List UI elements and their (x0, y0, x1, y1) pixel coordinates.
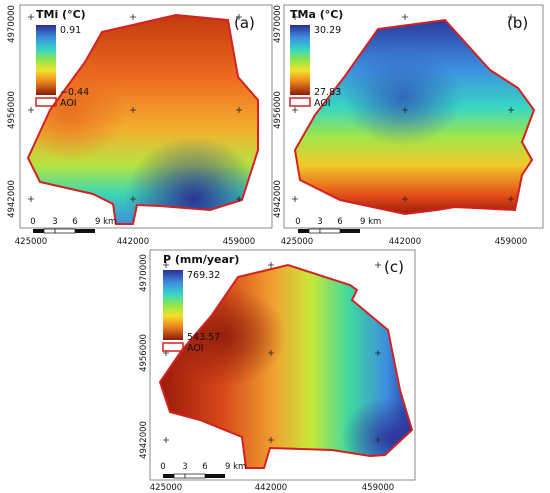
aoi-outline-b (293, 18, 536, 216)
scale-bar-a: 0 3 6 9 km (30, 217, 116, 234)
aoi-label-a: AOI (60, 98, 77, 109)
x-tick-c-1: 442000 (255, 483, 287, 493)
x-ticks-c: 425000 442000 459000 (150, 483, 394, 493)
legend-max-a: 0.91 (60, 25, 81, 36)
panel-tag-a: (a) (234, 14, 255, 32)
y-ticks-b: 4970000 4956000 4942000 (273, 5, 283, 218)
aoi-outline-a (26, 13, 259, 225)
scale-tick-a-2: 6 (72, 217, 77, 227)
x-tick-a-1: 442000 (117, 237, 149, 247)
y-tick-b-0: 4970000 (273, 5, 283, 43)
aoi-swatch-c (162, 342, 184, 352)
scale-tick-b-2: 6 (337, 217, 342, 227)
scale-tick-a-1: 3 (52, 217, 57, 227)
scale-bar-b: 0 3 6 9 km (295, 217, 381, 234)
color-ramp-b (290, 25, 310, 95)
x-ticks-b: 425000 442000 459000 (281, 237, 527, 247)
y-tick-c-0: 4970000 (139, 254, 149, 292)
panel-a: TMi (°C) 0.91 −0.44 AOI (a) 425000 44200… (7, 4, 273, 247)
x-tick-c-0: 425000 (150, 483, 182, 493)
panel-c-map (158, 263, 414, 469)
scale-tick-c-1: 3 (182, 462, 187, 472)
legend-title-b: TMa (°C) (290, 8, 343, 21)
y-tick-b-2: 4942000 (273, 180, 283, 218)
panel-a-map (26, 13, 259, 225)
legend-c: P (mm/year) 769.32 543.57 AOI (162, 253, 239, 354)
x-tick-a-0: 425000 (15, 237, 47, 247)
aoi-swatch-b (289, 97, 311, 107)
legend-a: TMi (°C) 0.91 −0.44 AOI (35, 8, 89, 109)
panel-b: TMa (°C) 30.29 27.83 AOI (b) 425000 4420… (273, 4, 544, 247)
aoi-label-c: AOI (187, 343, 204, 354)
legend-max-b: 30.29 (314, 25, 341, 36)
scale-tick-c-3: 9 km (225, 462, 246, 472)
scale-tick-c-2: 6 (202, 462, 207, 472)
aoi-label-b: AOI (314, 98, 331, 109)
y-tick-c-1: 4956000 (139, 334, 149, 372)
grid-crosses-b (292, 14, 514, 202)
legend-title-c: P (mm/year) (163, 253, 239, 266)
y-tick-b-1: 4956000 (273, 91, 283, 129)
legend-max-c: 769.32 (187, 270, 220, 281)
legend-min-b: 27.83 (314, 87, 341, 98)
x-ticks-a: 425000 442000 459000 (15, 237, 255, 247)
scale-tick-b-3: 9 km (360, 217, 381, 227)
panel-tag-b: (b) (507, 14, 528, 32)
panel-c: P (mm/year) 769.32 543.57 AOI (c) 425000… (139, 249, 416, 493)
y-tick-a-2: 4942000 (7, 180, 17, 218)
legend-min-a: −0.44 (60, 87, 89, 98)
x-tick-b-0: 425000 (281, 237, 313, 247)
scale-tick-a-3: 9 km (95, 217, 116, 227)
y-tick-c-2: 4942000 (139, 421, 149, 459)
scale-tick-b-0: 0 (295, 217, 300, 227)
y-ticks-c: 4970000 4956000 4942000 (139, 254, 149, 459)
y-tick-a-1: 4956000 (7, 91, 17, 129)
scale-bar-c: 0 3 6 9 km (160, 462, 246, 479)
x-tick-b-2: 459000 (495, 237, 527, 247)
legend-title-a: TMi (°C) (36, 8, 86, 21)
x-tick-b-1: 442000 (389, 237, 421, 247)
y-ticks-a: 4970000 4956000 4942000 (7, 5, 17, 218)
color-ramp-a (36, 25, 56, 95)
y-tick-a-0: 4970000 (7, 5, 17, 43)
legend-b: TMa (°C) 30.29 27.83 AOI (289, 8, 343, 109)
scale-tick-c-0: 0 (160, 462, 165, 472)
panel-b-map (293, 18, 536, 216)
x-tick-a-2: 459000 (223, 237, 255, 247)
x-tick-c-2: 459000 (362, 483, 394, 493)
legend-min-c: 543.57 (187, 332, 220, 343)
color-ramp-c (163, 270, 183, 340)
aoi-outline-c (158, 263, 414, 469)
aoi-swatch-a (35, 97, 57, 107)
scale-tick-b-1: 3 (317, 217, 322, 227)
panel-tag-c: (c) (384, 258, 404, 276)
grid-crosses-a (28, 14, 242, 202)
scale-tick-a-0: 0 (30, 217, 35, 227)
grid-crosses-c (163, 262, 381, 443)
